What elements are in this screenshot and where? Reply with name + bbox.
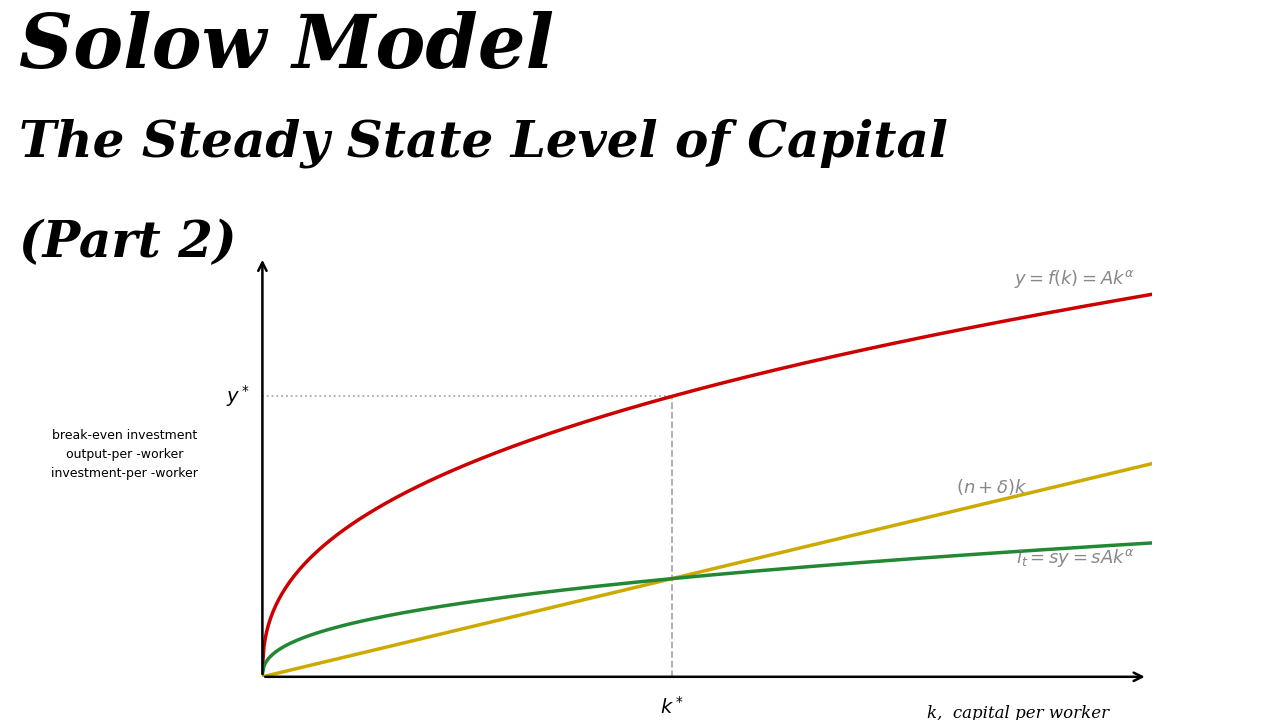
Text: (Part 2): (Part 2) xyxy=(19,220,237,269)
Text: $k^*$: $k^*$ xyxy=(660,696,684,718)
Text: Solow Model: Solow Model xyxy=(19,11,554,84)
Text: $y = f(k) = Ak^{\alpha}$: $y = f(k) = Ak^{\alpha}$ xyxy=(1014,269,1134,290)
Text: break-even investment
output-per -worker
investment-per -worker: break-even investment output-per -worker… xyxy=(51,428,198,480)
Text: k,  capital per worker: k, capital per worker xyxy=(928,705,1110,720)
Text: $y^*$: $y^*$ xyxy=(225,383,250,409)
Text: The Steady State Level of Capital: The Steady State Level of Capital xyxy=(19,119,948,168)
Text: $(n + \delta)k$: $(n + \delta)k$ xyxy=(956,477,1028,497)
Text: $i_t = sy = sAk^{\alpha}$: $i_t = sy = sAk^{\alpha}$ xyxy=(1016,547,1134,569)
